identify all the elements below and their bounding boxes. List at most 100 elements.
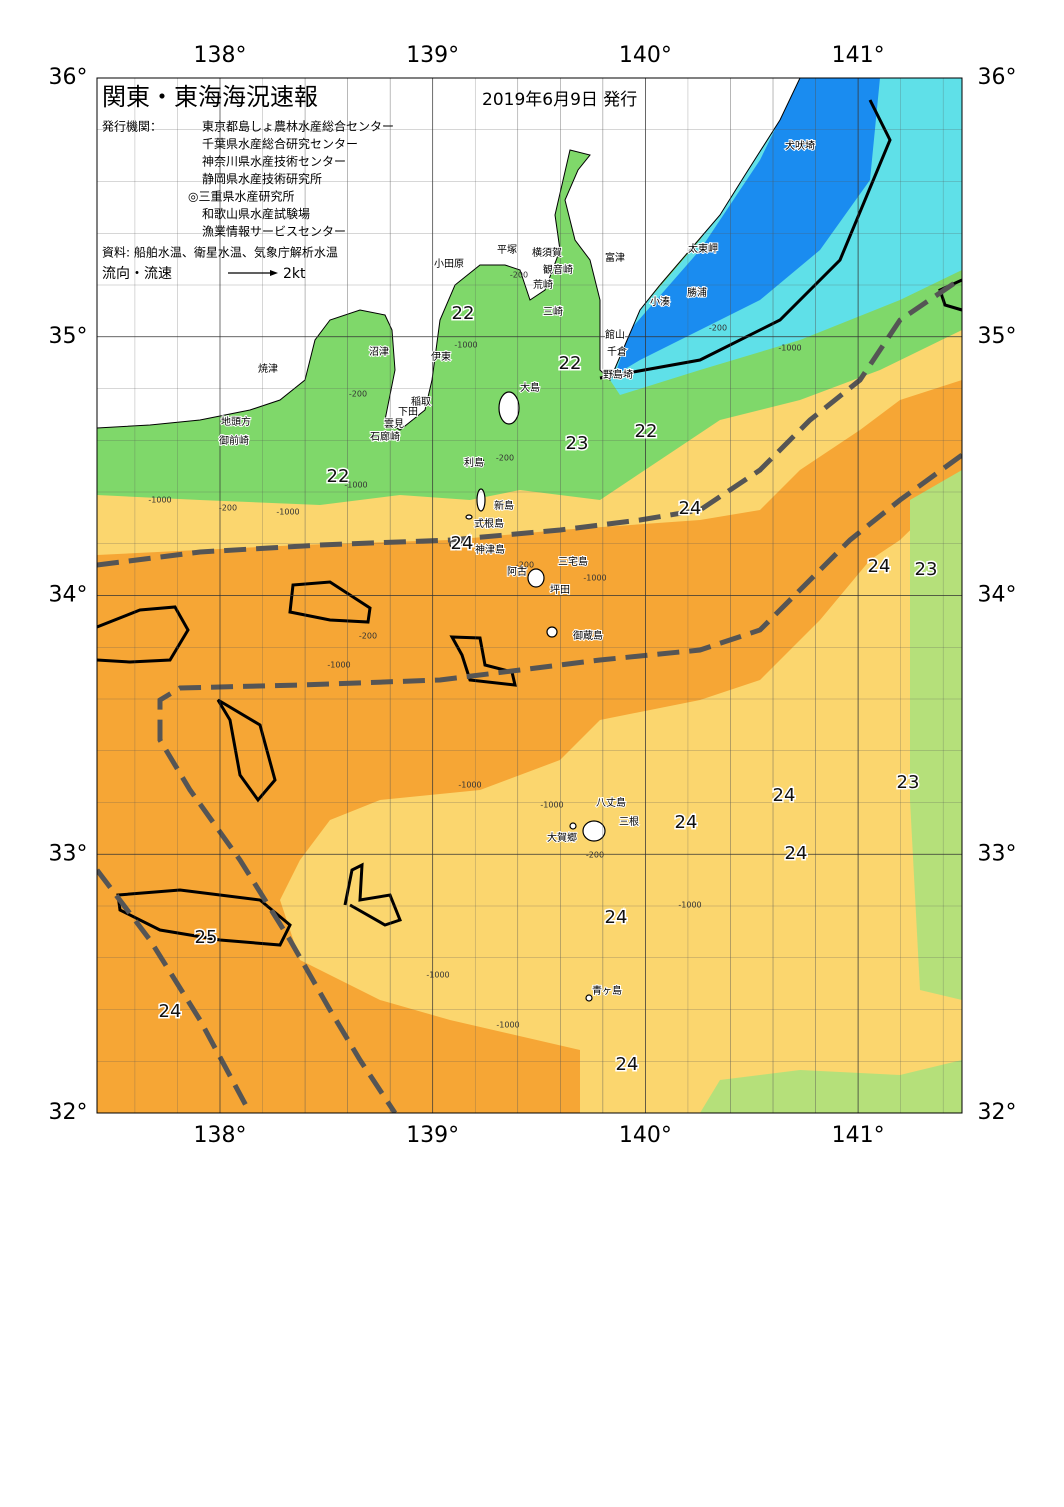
temperature-label: 23 xyxy=(566,433,589,454)
place-name: 御前崎 xyxy=(219,434,249,447)
depth-label: -200 xyxy=(496,454,514,463)
issuer: 静岡県水産技術研究所 xyxy=(202,171,322,186)
temperature-label: 24 xyxy=(675,812,698,833)
place-name: 阿古 xyxy=(507,565,527,578)
depth-label: -200 xyxy=(510,271,528,280)
depth-label: -1000 xyxy=(678,901,701,910)
place-name: 大島 xyxy=(520,381,540,394)
lon-label: 139° xyxy=(406,43,459,68)
title: 関東・東海海況速報 xyxy=(102,83,318,111)
lat-label: 35° xyxy=(978,324,1017,349)
lat-label: 33° xyxy=(978,841,1017,866)
temperature-label: 22 xyxy=(327,466,350,487)
depth-label: -1000 xyxy=(148,496,171,505)
place-name: 御蔵島 xyxy=(573,629,603,642)
place-name: 三根 xyxy=(619,815,639,828)
temperature-label: 22 xyxy=(452,303,475,324)
lat-label: 36° xyxy=(978,65,1017,90)
place-name: 焼津 xyxy=(258,363,278,375)
depth-label: -1000 xyxy=(426,971,449,980)
depth-label: -200 xyxy=(709,324,727,333)
lat-label: 32° xyxy=(978,1100,1017,1125)
temperature-label: 24 xyxy=(868,556,891,577)
temperature-label: 24 xyxy=(451,533,474,554)
place-name: 三宅島 xyxy=(558,555,588,568)
place-name: 千倉 xyxy=(607,345,627,358)
lon-label: 140° xyxy=(619,1123,672,1148)
place-name: 三崎 xyxy=(543,305,563,318)
issuer: 神奈川県水産技術センター xyxy=(202,154,346,169)
place-name: 稲取 xyxy=(411,396,431,408)
depth-label: -200 xyxy=(349,390,367,399)
temperature-label: 24 xyxy=(159,1001,182,1022)
lon-label: 138° xyxy=(194,43,247,68)
temperature-label: 23 xyxy=(915,559,938,580)
depth-label: -200 xyxy=(359,632,377,641)
place-name: 石廊崎 xyxy=(370,430,400,443)
depth-label: -1000 xyxy=(454,341,477,350)
temperature-label: 22 xyxy=(559,353,582,374)
issuer-label: 発行機関： xyxy=(102,119,162,134)
sea-blue xyxy=(615,78,880,375)
depth-label: -1000 xyxy=(496,1021,519,1030)
lat-label: 33° xyxy=(49,841,88,866)
place-name: 富津 xyxy=(605,251,625,264)
depth-label: -1000 xyxy=(458,781,481,790)
lat-label: 34° xyxy=(49,583,88,608)
temperature-label: 24 xyxy=(773,785,796,806)
lon-label: 138° xyxy=(194,1123,247,1148)
place-name: 犬吠埼 xyxy=(785,139,815,152)
place-name: 伊東 xyxy=(431,350,451,363)
place-name: 平塚 xyxy=(497,244,517,256)
place-name: 荒崎 xyxy=(533,278,553,291)
place-name: 下田 xyxy=(398,407,418,418)
place-name: 小湊 xyxy=(650,295,670,308)
place-name: 観音崎 xyxy=(543,263,573,276)
lat-label: 32° xyxy=(49,1100,88,1125)
lon-label: 140° xyxy=(619,43,672,68)
temperature-label: 24 xyxy=(605,907,628,928)
map-frame xyxy=(96,77,963,1114)
temperature-label: 22 xyxy=(635,421,658,442)
issuer: 漁業情報サービスセンター xyxy=(202,225,346,239)
place-name: 坪田 xyxy=(550,583,570,596)
depth-label: -1000 xyxy=(327,661,350,670)
issuer: 東京都島しょ農林水産総合センター xyxy=(202,119,394,134)
depth-label: -1000 xyxy=(583,574,606,583)
fronts xyxy=(97,275,962,1113)
depth-label: -1000 xyxy=(540,801,563,810)
lat-label: 34° xyxy=(978,583,1017,608)
place-name: 野島埼 xyxy=(603,368,633,381)
depth-label: -200 xyxy=(586,851,604,860)
place-name: 利島 xyxy=(464,456,484,469)
islands xyxy=(449,391,606,1002)
issue-date: 2019年6月9日 発行 xyxy=(482,90,637,110)
place-name: 雲見 xyxy=(384,418,404,430)
lon-label: 139° xyxy=(406,1123,459,1148)
lat-label: 36° xyxy=(49,65,88,90)
depth-label: -1000 xyxy=(276,508,299,517)
source: 資料: 船舶水温、衛星水温、気象庁解析水温 xyxy=(102,245,338,260)
temperature-label: 23 xyxy=(897,772,920,793)
issuer: 和歌山県水産試験場 xyxy=(202,206,310,221)
depth-label: -200 xyxy=(516,561,534,570)
place-name: 新島 xyxy=(494,499,514,512)
place-name: 大賀郷 xyxy=(547,831,577,844)
place-name: 八丈島 xyxy=(596,796,626,809)
sea-orange xyxy=(97,380,962,1113)
place-name: 式根島 xyxy=(474,517,504,530)
lat-label: 35° xyxy=(49,324,88,349)
place-name: 沼津 xyxy=(369,345,389,358)
temperature-label: 24 xyxy=(785,843,808,864)
depth-label: -1000 xyxy=(778,344,801,353)
temperature-label: 25 xyxy=(195,927,218,948)
place-name: 神津島 xyxy=(475,543,505,556)
place-name: 横須賀 xyxy=(532,246,562,259)
temperature-label: 24 xyxy=(616,1054,639,1075)
place-name: 地頭方 xyxy=(221,415,251,428)
sea-green-east xyxy=(910,470,962,1000)
legend-speed: 2kt xyxy=(283,266,306,282)
lon-label: 141° xyxy=(832,43,885,68)
